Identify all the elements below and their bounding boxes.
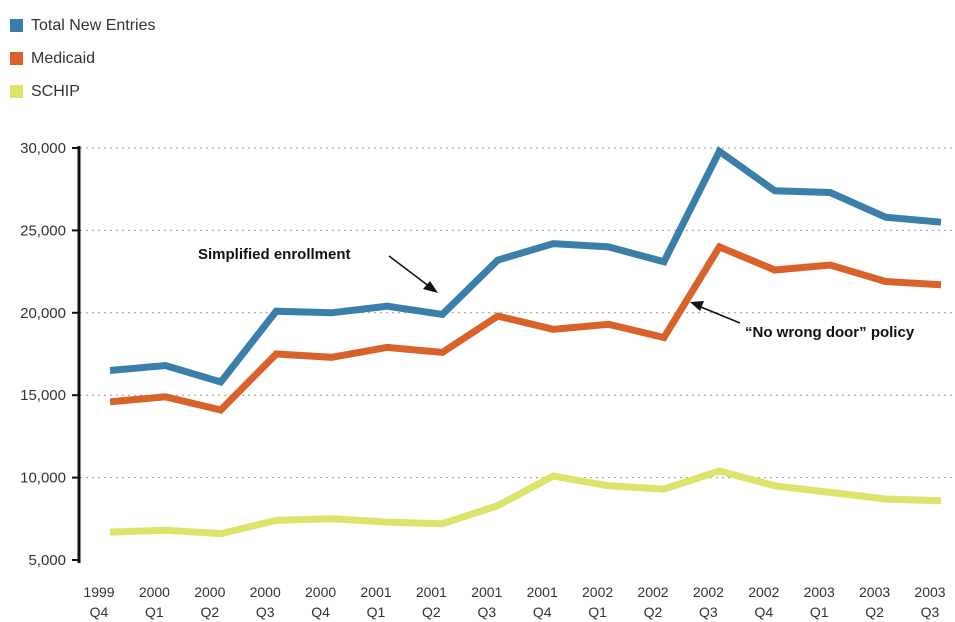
series-line-schip [109,467,942,538]
y-axis-ticks: 5,000 10,000 15,000 20,000 25,000 30,000 [20,140,80,569]
x-tick-label-quarter: Q1 [145,604,164,620]
legend-label-total: Total New Entries [31,16,156,34]
x-tick-label-year: 2003 [914,584,945,600]
legend-item-total: Total New Entries [10,9,156,42]
x-tick-label-year: 2001 [360,584,391,600]
x-tick-label-quarter: Q2 [865,604,884,620]
x-tick-label-year: 2003 [859,584,890,600]
x-axis-ticks: 1999 Q4 2000 Q1 2000 Q2 2000 Q3 2000 Q4 2001 Q1 2001… [83,584,945,620]
x-tick-label-year: 1999 [83,584,114,600]
x-tick-label-quarter: Q4 [90,604,109,620]
y-tick-label: 20,000 [20,305,66,322]
x-tick-label-quarter: Q2 [644,604,663,620]
x-tick-label-year: 2002 [693,584,724,600]
x-tick-label-quarter: Q3 [699,604,718,620]
x-tick-label-year: 2000 [305,584,336,600]
x-tick-label-year: 2001 [471,584,502,600]
x-tick-label-quarter: Q1 [810,604,829,620]
legend-label-schip: SCHIP [31,82,80,100]
y-tick-label: 5,000 [28,552,66,569]
x-tick-label-quarter: Q4 [311,604,330,620]
x-tick-label-quarter: Q3 [477,604,496,620]
y-tick-label: 15,000 [20,387,66,404]
annotation-no-wrong-door: “No wrong door” policy [745,324,915,341]
x-tick-label-quarter: Q3 [921,604,940,620]
x-tick-label-year: 2001 [416,584,447,600]
y-tick-label: 30,000 [20,140,66,157]
annotations: Simplified enrollment “No wrong door” po… [198,246,915,341]
x-tick-label-year: 2001 [527,584,558,600]
x-tick-label-quarter: Q1 [367,604,386,620]
x-tick-label-quarter: Q3 [256,604,275,620]
x-tick-label-year: 2002 [637,584,668,600]
x-tick-label-year: 2003 [804,584,835,600]
legend: Total New Entries Medicaid SCHIP [10,9,156,108]
legend-swatch-schip [10,85,23,98]
x-tick-label-quarter: Q2 [200,604,219,620]
annotation-arrowhead-no-wrong-door [690,301,704,311]
legend-item-schip: SCHIP [10,75,156,108]
x-tick-label-quarter: Q4 [754,604,773,620]
x-tick-label-year: 2000 [250,584,281,600]
x-tick-label-year: 2002 [582,584,613,600]
x-tick-label-quarter: Q1 [588,604,607,620]
series-line-medicaid [109,242,942,414]
x-tick-label-year: 2002 [748,584,779,600]
x-tick-label-quarter: Q2 [422,604,441,620]
legend-item-medicaid: Medicaid [10,42,156,75]
grid-lines [80,147,955,479]
legend-swatch-medicaid [10,52,23,65]
annotation-arrowhead-simplified [423,281,438,293]
series-line-total-new-entries [109,146,942,387]
annotation-arrow-no-wrong-door [695,304,741,324]
annotation-simplified-enrollment: Simplified enrollment [198,246,351,263]
x-tick-label-quarter: Q4 [533,604,552,620]
x-tick-label-year: 2000 [139,584,170,600]
y-tick-label: 10,000 [20,470,66,487]
annotation-arrow-simplified [388,255,435,291]
x-tick-label-year: 2000 [194,584,225,600]
legend-label-medicaid: Medicaid [31,49,96,67]
y-tick-label: 25,000 [20,222,66,239]
legend-swatch-total [10,19,23,32]
series-lines [109,146,942,538]
